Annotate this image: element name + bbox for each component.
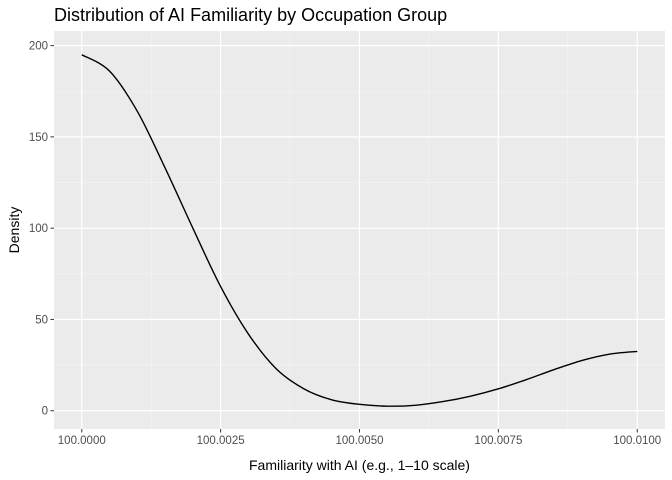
y-tick-label: 50 (35, 314, 48, 326)
major-gridlines (54, 31, 665, 429)
x-tick-label: 100.0025 (197, 435, 245, 447)
x-tick-label: 100.0000 (58, 435, 106, 447)
chart-title: Distribution of AI Familiarity by Occupa… (54, 5, 447, 25)
y-axis: 0 50 100 150 200 (29, 41, 54, 418)
y-axis-title: Density (6, 207, 22, 254)
density-line (81, 54, 638, 407)
x-tick-label: 100.0075 (474, 435, 522, 447)
x-axis: 100.0000 100.0025 100.0050 100.0075 100.0100 (58, 429, 661, 447)
x-tick-label: 100.0100 (613, 435, 661, 447)
x-axis-title: Familiarity with AI (e.g., 1–10 scale) (249, 457, 470, 473)
y-tick-label: 200 (29, 41, 48, 53)
x-tick-label: 100.0050 (336, 435, 384, 447)
y-tick-label: 150 (29, 132, 48, 144)
y-tick-label: 0 (42, 406, 48, 418)
y-tick-label: 100 (29, 223, 48, 235)
